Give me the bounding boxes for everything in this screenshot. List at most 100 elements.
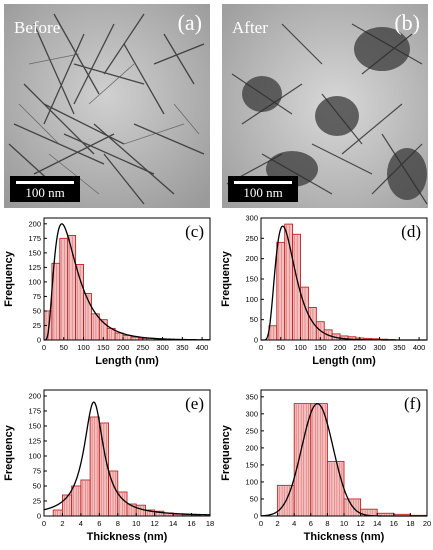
y-tick-label: 175 (28, 234, 41, 243)
histogram-thickness-after: 0 2 4 6 8 10 12 14 16 18 20050100150200250300350Th… (220, 389, 431, 543)
x-tick-label: 50 (277, 343, 285, 352)
y-tick-label: 25 (33, 497, 41, 506)
panel-letter-a: (a) (177, 10, 202, 35)
x-tick-label: 350 (393, 343, 406, 352)
panel-letter: (f) (404, 394, 421, 413)
y-tick-label: 125 (28, 263, 41, 272)
micrograph-after: After (b) 100 nm (222, 4, 428, 208)
x-tick-label: 14 (373, 519, 381, 528)
y-tick-label: 200 (245, 443, 258, 452)
micrograph-before: Before (a) 100 nm (4, 4, 210, 208)
x-tick-label: 150 (97, 343, 110, 352)
x-tick-label: 8 (325, 519, 329, 528)
y-tick-label: 200 (28, 392, 41, 401)
x-axis-label: Thickness (nm) (87, 531, 168, 543)
scale-bar: 100 nm (228, 176, 298, 202)
y-tick-label: 150 (28, 422, 41, 431)
histogram-bar (307, 307, 317, 341)
y-tick-label: 300 (245, 214, 258, 223)
micrograph-before-label: Before (14, 18, 61, 37)
panel-letter-b: (b) (394, 10, 420, 35)
y-tick-label: 200 (28, 219, 41, 228)
panel-letter: (d) (401, 222, 421, 241)
x-tick-label: 100 (77, 343, 90, 352)
y-tick-label: 75 (33, 467, 41, 476)
scale-bar-label: 100 nm (243, 185, 283, 200)
x-tick-label: 300 (373, 343, 386, 352)
x-tick-label: 10 (340, 519, 348, 528)
micrograph-before-image (4, 4, 210, 208)
x-tick-label: 250 (137, 343, 150, 352)
x-tick-label: 0 (259, 519, 263, 528)
y-tick-label: 0 (37, 336, 41, 345)
histogram-bar (83, 293, 92, 341)
x-tick-label: 4 (79, 519, 83, 528)
y-tick-label: 175 (28, 407, 41, 416)
x-tick-label: 2 (276, 519, 280, 528)
y-tick-label: 50 (250, 494, 258, 503)
micrograph-after-label: After (232, 18, 268, 37)
histogram-bar (268, 325, 278, 341)
x-tick-label: 6 (309, 519, 313, 528)
x-axis-label: Thickness (nm) (304, 531, 385, 543)
x-axis-label: Length (nm) (95, 355, 159, 367)
y-axis-label: Frequency (220, 250, 232, 307)
x-tick-label: 400 (196, 343, 209, 352)
y-tick-label: 50 (250, 315, 258, 324)
x-tick-label: 0 (42, 519, 46, 528)
x-tick-label: 12 (356, 519, 364, 528)
histogram-bar (326, 461, 345, 517)
x-tick-label: 8 (116, 519, 120, 528)
chart-e: 0 2 4 6 8 10 12 14 16 18 0 25 50 75 100 125 150 175 200 Thi… (0, 384, 216, 548)
x-tick-label: 100 (294, 343, 307, 352)
y-tick-label: 50 (33, 306, 41, 315)
fit-curve (43, 401, 211, 516)
y-tick-label: 25 (33, 321, 41, 330)
y-tick-label: 250 (245, 426, 258, 435)
x-tick-label: 18 (406, 519, 414, 528)
y-tick-label: 0 (254, 512, 258, 521)
x-tick-label: 18 (206, 519, 214, 528)
panel-letter: (c) (185, 222, 204, 241)
x-tick-label: 300 (156, 343, 169, 352)
x-tick-label: 0 (42, 343, 46, 352)
y-tick-label: 0 (254, 336, 258, 345)
scale-bar-label: 100 nm (25, 185, 65, 200)
y-tick-label: 350 (245, 392, 258, 401)
chart-c: 0 50 100 150 200 250 300 350 400 0 25 50 75 100 125 150… (0, 212, 216, 372)
y-tick-label: 100 (245, 295, 258, 304)
x-tick-label: 14 (169, 519, 177, 528)
plot-frame (43, 389, 211, 517)
x-tick-label: 0 (259, 343, 263, 352)
x-tick-label: 50 (60, 343, 68, 352)
x-tick-label: 10 (132, 519, 140, 528)
scale-bar: 100 nm (10, 176, 80, 202)
y-tick-label: 0 (37, 512, 41, 521)
x-tick-label: 150 (314, 343, 327, 352)
x-axis-label: Length (nm) (312, 355, 376, 367)
y-axis-label: Frequency (3, 424, 15, 481)
histogram-length-before: 0 50 100 150 200 250 300 350 400 0 25 50 75 100 125 150… (3, 217, 211, 367)
y-tick-label: 200 (245, 254, 258, 263)
y-axis-label: Frequency (220, 424, 232, 481)
x-tick-label: 6 (97, 519, 101, 528)
x-tick-label: 2 (60, 519, 64, 528)
y-tick-label: 100 (245, 477, 258, 486)
scale-bar-line (16, 181, 74, 184)
y-tick-label: 50 (33, 482, 41, 491)
histogram-bar (59, 237, 69, 341)
y-tick-label: 150 (245, 460, 258, 469)
histogram-length-after: 0 50 100 150 200 250 300 350 400 0 50 100 150 200 250 3… (220, 214, 428, 367)
y-tick-label: 250 (245, 234, 258, 243)
y-tick-label: 150 (28, 248, 41, 257)
scale-bar-line (234, 181, 292, 184)
histogram-bar (114, 332, 124, 341)
x-tick-label: 200 (334, 343, 347, 352)
x-tick-label: 16 (390, 519, 398, 528)
y-axis-label: Frequency (3, 250, 15, 307)
x-tick-label: 12 (150, 519, 158, 528)
x-tick-label: 400 (413, 343, 426, 352)
y-tick-label: 75 (33, 292, 41, 301)
chart-f: 0 2 4 6 8 10 12 14 16 18 20 0 50 100 150 200 250 300 350 Th… (217, 384, 433, 548)
y-tick-label: 100 (28, 452, 41, 461)
